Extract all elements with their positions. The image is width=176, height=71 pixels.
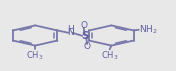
Text: S: S: [82, 31, 89, 41]
Text: O: O: [80, 21, 87, 30]
Text: NH$_2$: NH$_2$: [139, 24, 157, 36]
Text: O: O: [84, 42, 91, 51]
Text: CH$_3$: CH$_3$: [100, 49, 118, 62]
Text: N: N: [67, 28, 74, 37]
Text: CH$_3$: CH$_3$: [26, 49, 44, 62]
Text: H: H: [67, 25, 74, 34]
